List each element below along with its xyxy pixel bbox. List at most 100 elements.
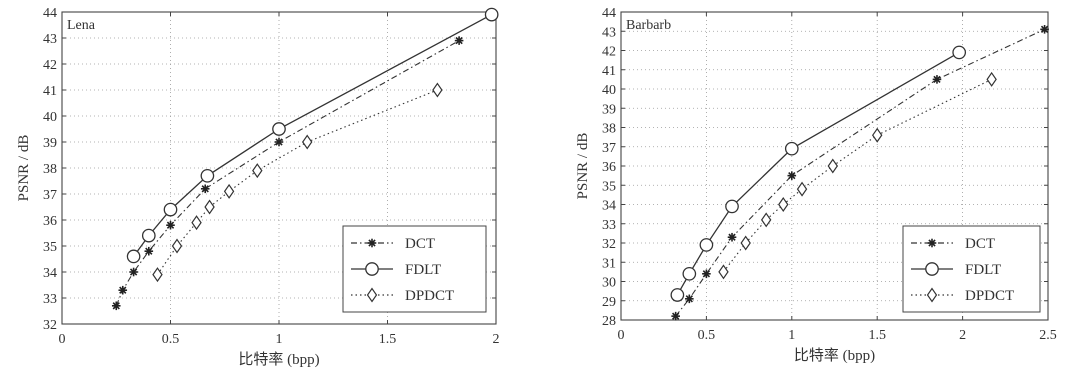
y-tick-label: 31 xyxy=(602,256,616,271)
panel-title: Barbarb xyxy=(626,18,671,33)
x-tick-label: 2 xyxy=(493,332,500,347)
y-tick-label: 38 xyxy=(602,122,616,137)
x-tick-label: 2 xyxy=(959,328,966,343)
legend-marker-fdlt xyxy=(365,262,379,276)
legend-marker-dpdct xyxy=(366,287,378,303)
y-axis-label: PSNR / dB xyxy=(16,135,32,202)
data-point-dpdct xyxy=(252,163,263,179)
data-point-dpdct xyxy=(796,181,808,197)
data-point-fdlt xyxy=(484,7,499,22)
data-point-dpdct xyxy=(778,197,789,212)
data-point-dct xyxy=(166,220,175,230)
series-fdlt xyxy=(126,7,499,264)
y-tick-label: 34 xyxy=(602,199,616,214)
data-point-fdlt xyxy=(682,266,697,281)
series-dpdct xyxy=(152,82,443,283)
y-tick-label: 43 xyxy=(43,32,57,47)
data-point-dpdct xyxy=(171,238,183,254)
y-tick-label: 28 xyxy=(602,314,616,329)
data-point-dct xyxy=(129,267,138,277)
x-tick-label: 1.5 xyxy=(868,328,886,343)
data-point-dct xyxy=(200,184,210,194)
data-point-fdlt xyxy=(163,202,178,217)
data-point-dpdct xyxy=(986,71,997,87)
series-dpdct xyxy=(718,71,997,280)
y-tick-label: 38 xyxy=(43,162,57,177)
y-axis-label: PSNR / dB xyxy=(575,133,591,200)
x-tick-label: 2.5 xyxy=(1039,328,1057,343)
data-point-fdlt xyxy=(126,249,141,264)
legend-marker-dct xyxy=(367,238,377,248)
y-tick-label: 44 xyxy=(43,6,57,21)
legend-marker-fdlt xyxy=(925,262,939,276)
series-line-dpdct xyxy=(723,78,992,273)
y-tick-label: 42 xyxy=(602,45,616,60)
series-line-fdlt xyxy=(133,14,492,257)
data-point-dct xyxy=(454,36,464,45)
chart-panel-2: 28 29 30 31 32 33 34 35 36 37 38 39 40 41 42 43 44 0 0.5 1 1… xyxy=(575,6,1057,364)
data-point-dpdct xyxy=(191,215,202,231)
y-tick-label: 32 xyxy=(43,318,57,333)
x-tick-label: 0.5 xyxy=(162,332,180,347)
y-tick-label: 32 xyxy=(602,237,616,252)
data-point-dpdct xyxy=(871,127,883,143)
data-point-dct xyxy=(671,311,680,321)
data-point-dpdct xyxy=(740,235,751,251)
legend-marker-dpdct xyxy=(926,287,938,303)
y-tick-label: 33 xyxy=(43,292,57,307)
y-tick-label: 35 xyxy=(43,240,57,255)
data-point-dpdct xyxy=(204,199,215,215)
legend-label-fdlt: FDLT xyxy=(405,262,441,278)
data-point-dct xyxy=(727,232,737,242)
data-point-dct xyxy=(787,171,797,180)
legend-label-fdlt: FDLT xyxy=(965,262,1001,278)
legend-label-dct: DCT xyxy=(965,236,995,252)
y-tick-label: 37 xyxy=(43,188,57,203)
data-point-fdlt xyxy=(784,141,799,156)
data-point-dct xyxy=(144,246,154,256)
y-tick-label: 41 xyxy=(43,84,57,99)
y-tick-label: 33 xyxy=(602,218,616,233)
x-axis-label: 比特率 (bpp) xyxy=(794,347,875,364)
data-point-dpdct xyxy=(223,183,235,199)
data-point-fdlt xyxy=(141,228,156,243)
x-axis-label: 比特率 (bpp) xyxy=(238,351,319,368)
y-tick-label: 35 xyxy=(602,179,616,194)
data-point-fdlt xyxy=(670,288,685,302)
legend: DCT FDLT DPDCT xyxy=(342,225,487,313)
legend: DCT FDLT DPDCT xyxy=(902,225,1041,313)
y-tick-label: 42 xyxy=(43,58,57,73)
y-tick-label: 41 xyxy=(602,64,616,79)
x-tick-label: 1 xyxy=(276,332,283,347)
data-point-dct xyxy=(685,294,694,304)
y-tick-label: 29 xyxy=(602,295,616,310)
y-tick-label: 40 xyxy=(43,110,57,125)
data-point-fdlt xyxy=(725,199,739,214)
y-tick-label: 37 xyxy=(602,141,616,156)
data-point-fdlt xyxy=(200,168,215,183)
data-point-dpdct xyxy=(301,134,313,150)
series-dct xyxy=(111,36,464,311)
series-line-dct xyxy=(115,40,460,307)
x-tick-label: 1.5 xyxy=(379,332,397,347)
data-point-dct xyxy=(274,137,284,147)
data-point-dpdct xyxy=(718,264,729,280)
x-tick-label: 1 xyxy=(788,328,795,343)
y-tick-label: 39 xyxy=(43,136,57,151)
data-point-dct xyxy=(932,75,942,84)
y-tick-label: 43 xyxy=(602,25,616,40)
legend-label-dpdct: DPDCT xyxy=(405,288,454,304)
series-dct xyxy=(671,25,1049,321)
y-tick-label: 30 xyxy=(602,276,616,291)
legend-label-dct: DCT xyxy=(405,236,435,252)
legend-marker-dct xyxy=(927,238,937,248)
data-point-fdlt xyxy=(952,45,967,60)
x-tick-label: 0 xyxy=(59,332,66,347)
y-tick-label: 39 xyxy=(602,102,616,117)
x-tick-label: 0 xyxy=(618,328,625,343)
data-point-dpdct xyxy=(827,158,839,174)
data-point-dct xyxy=(118,285,128,295)
data-point-fdlt xyxy=(272,122,286,136)
y-tick-label: 40 xyxy=(602,83,616,98)
